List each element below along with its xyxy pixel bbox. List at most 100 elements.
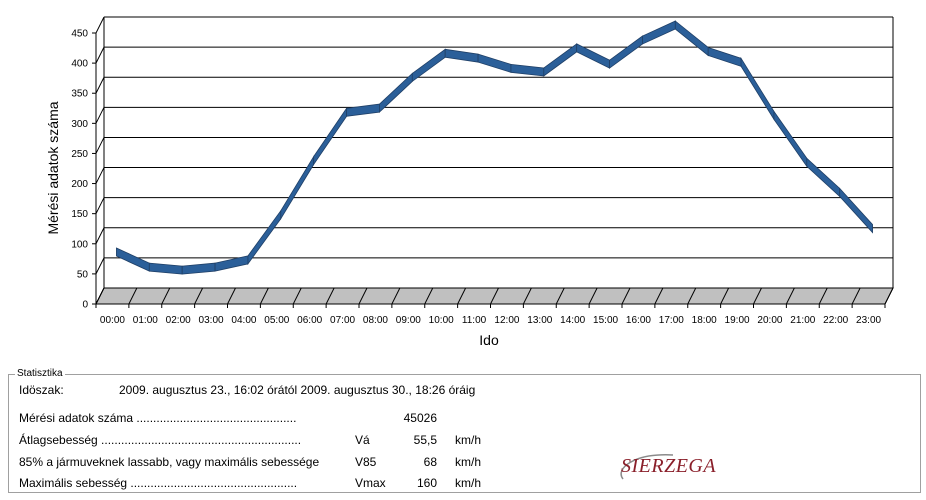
stat-symbol-vmax: Vmax (355, 476, 386, 490)
gridline-side-150 (95, 197, 105, 214)
stat-unit-avg: km/h (455, 433, 482, 447)
floor-divider-19 (720, 287, 730, 305)
y-tick-label: 400 (71, 59, 88, 70)
series-segment-11 (477, 53, 512, 73)
series-segment-10 (444, 48, 479, 63)
floor-divider-14 (555, 287, 565, 305)
floor-divider-11 (457, 287, 467, 305)
series-segment-9 (411, 48, 446, 83)
stat-label-v85: 85% a jármuveknek lassabb, vagy maximáli… (19, 455, 320, 469)
floor-divider-21 (785, 287, 795, 305)
floor-divider-9 (391, 287, 401, 305)
statistics-legend: Statisztika (15, 368, 65, 380)
x-tick-label: 01:00 (133, 315, 158, 326)
series-segment-0 (116, 247, 150, 272)
y-tick-label: 50 (77, 269, 89, 280)
gridline-side-50 (95, 257, 105, 275)
x-axis-ticks: 00:00 01:00 02:00 03:00 04:00 05:00 06:00 07:00… (100, 315, 882, 326)
series-segment-8 (379, 72, 413, 114)
gridline-side-300 (95, 107, 105, 124)
stat-unit-v85: km/h (455, 455, 482, 469)
series-segment-7 (346, 103, 380, 117)
floor-divider-24 (884, 287, 894, 305)
floor-divider-23 (851, 287, 861, 305)
gridline-side-450 (95, 16, 105, 34)
stat-value-v85: 68 (423, 455, 437, 469)
x-tick-label: 12:00 (494, 315, 519, 326)
series-segment-22 (839, 187, 873, 234)
x-tick-label: 16:00 (626, 315, 651, 326)
gridline-side-250 (95, 137, 105, 154)
series-segment-21 (806, 157, 841, 198)
stat-unit-vmax: km/h (455, 476, 482, 490)
series-segment-13 (543, 43, 578, 77)
x-tick-label: 03:00 (199, 315, 224, 326)
floor-divider-3 (194, 287, 204, 305)
floor-divider-15 (588, 287, 598, 305)
y-tick-label: 100 (71, 239, 88, 250)
gridline-side-400 (95, 46, 105, 64)
stat-value-vmax: 160 (416, 476, 437, 490)
series-segment-19 (740, 56, 775, 121)
x-tick-label: 08:00 (363, 315, 388, 326)
series-segment-4 (247, 209, 282, 266)
x-tick-label: 20:00 (757, 315, 782, 326)
x-tick-label: 22:00 (823, 315, 848, 326)
series-segment-5 (280, 155, 315, 221)
x-tick-label: 06:00 (297, 315, 322, 326)
floor-divider-22 (818, 287, 828, 305)
y-tick-label: 250 (71, 149, 88, 160)
period-label: Idöszak: (19, 383, 64, 397)
series-segment-15 (609, 35, 643, 69)
floor-divider-2 (161, 287, 171, 305)
floor-divider-10 (424, 287, 434, 305)
floor-divider-7 (325, 287, 335, 305)
series-segment-1 (148, 262, 183, 275)
stat-symbol-avg: Vá (355, 433, 370, 447)
x-tick-label: 21:00 (790, 315, 815, 326)
series-segment-2 (181, 262, 216, 275)
stat-value-count: 45026 (403, 411, 437, 425)
floor-divider-20 (753, 287, 762, 305)
x-tick-label: 14:00 (560, 315, 585, 326)
y-tick-label: 150 (71, 209, 88, 220)
x-tick-label: 00:00 (100, 315, 125, 326)
floor-divider-1 (128, 287, 138, 305)
chart-grid (95, 16, 894, 305)
stat-label-count: Mérési adatok száma ....................… (19, 411, 297, 425)
stat-label-vmax: Maximális sebesség .....................… (19, 476, 298, 490)
gridline-side-350 (95, 76, 105, 94)
y-tick-label: 450 (71, 29, 88, 40)
y-tick-label: 0 (82, 300, 88, 311)
floor-divider-12 (490, 287, 499, 305)
series-segment-6 (313, 107, 347, 166)
x-tick-label: 13:00 (527, 315, 552, 326)
stat-symbol-v85: V85 (355, 455, 377, 469)
x-tick-label: 15:00 (593, 315, 618, 326)
x-tick-label: 05:00 (264, 315, 289, 326)
series-segment-17 (674, 20, 709, 57)
series-line (116, 20, 873, 275)
x-tick-label: 04:00 (231, 315, 256, 326)
floor-divider-13 (522, 287, 532, 305)
x-tick-label: 02:00 (166, 315, 191, 326)
x-tick-label: 23:00 (856, 315, 881, 326)
series-segment-20 (773, 110, 808, 168)
floor-divider-17 (654, 287, 664, 305)
floor-divider-8 (358, 287, 368, 305)
chart-floor (95, 287, 894, 308)
y-tick-label: 300 (71, 119, 88, 130)
floor-divider-16 (621, 287, 631, 305)
floor-divider-5 (259, 287, 269, 305)
sierzega-logo-swoosh (620, 454, 674, 480)
floor-divider-4 (227, 287, 236, 305)
series-segment-18 (707, 46, 742, 67)
y-tick-label: 350 (71, 89, 88, 100)
x-tick-label: 18:00 (692, 315, 717, 326)
x-tick-label: 10:00 (429, 315, 454, 326)
x-tick-label: 19:00 (725, 315, 750, 326)
y-axis-label: Mérési adatok száma (45, 101, 61, 234)
x-tick-label: 11:00 (462, 315, 487, 326)
period-value: 2009. augusztus 23., 16:02 órától 2009. … (119, 383, 476, 397)
statistics-panel: Statisztika Idöszak: 2009. augusztus 23.… (8, 368, 921, 493)
